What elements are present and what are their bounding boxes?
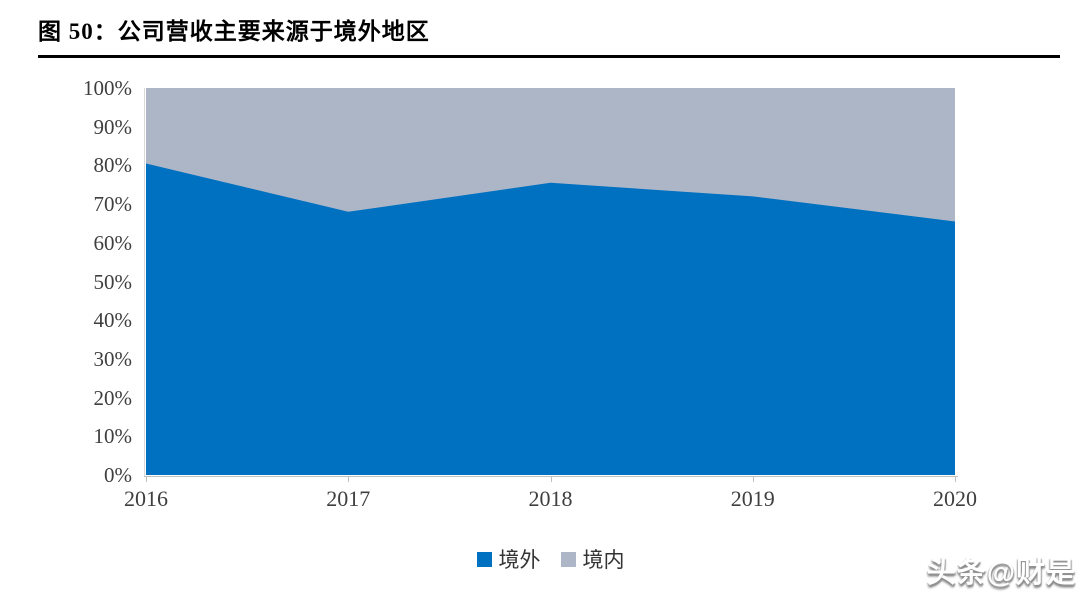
y-axis-tick-label: 90% <box>93 114 133 139</box>
y-axis-tick-label: 100% <box>83 76 132 100</box>
x-axis-tick-label: 2017 <box>326 486 371 511</box>
y-axis-tick-label: 80% <box>93 153 133 178</box>
x-axis-tick-label: 2016 <box>124 486 168 511</box>
y-axis-tick-label: 30% <box>93 346 133 371</box>
y-axis-tick-label: 20% <box>93 385 133 410</box>
x-axis-tick-mark <box>752 476 754 482</box>
legend-item: 境内 <box>560 544 625 574</box>
x-axis-tick-label: 2020 <box>933 486 977 511</box>
y-axis-line <box>144 88 145 476</box>
title-underline <box>38 55 1060 58</box>
area-series-overseas <box>146 163 955 475</box>
y-axis-tick-label: 10% <box>93 424 133 449</box>
stacked-area-svg <box>146 88 955 475</box>
x-axis-tick-mark <box>146 476 147 482</box>
watermark-toutiao: 头条@财是 <box>926 557 1076 589</box>
y-axis-tick-label: 40% <box>93 308 133 333</box>
figure-title: 图 50：公司营收主要来源于境外地区 <box>38 19 430 44</box>
legend-swatch-icon <box>560 551 576 567</box>
y-axis-tick-label: 0% <box>104 463 132 487</box>
legend-label: 境外 <box>498 548 541 572</box>
y-axis-tick-label: 50% <box>93 269 133 294</box>
legend-swatch-icon <box>476 551 492 567</box>
legend-item: 境外 <box>476 544 541 574</box>
y-axis-tick-label: 60% <box>93 230 133 255</box>
x-axis-tick-mark <box>348 476 350 482</box>
legend-label: 境内 <box>582 548 625 572</box>
x-axis-tick-label: 2018 <box>528 486 573 511</box>
x-axis-tick-mark <box>955 476 956 482</box>
x-axis-tick-mark <box>550 476 552 482</box>
plot-area <box>146 88 955 475</box>
x-axis-tick-label: 2019 <box>730 486 775 511</box>
y-axis-tick-label: 70% <box>93 192 133 217</box>
chart-legend: 境外 境内 <box>146 544 955 574</box>
